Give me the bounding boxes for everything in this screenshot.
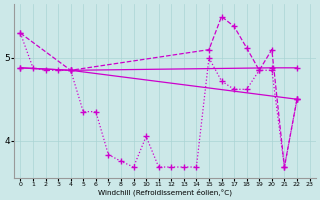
X-axis label: Windchill (Refroidissement éolien,°C): Windchill (Refroidissement éolien,°C) [98, 188, 232, 196]
